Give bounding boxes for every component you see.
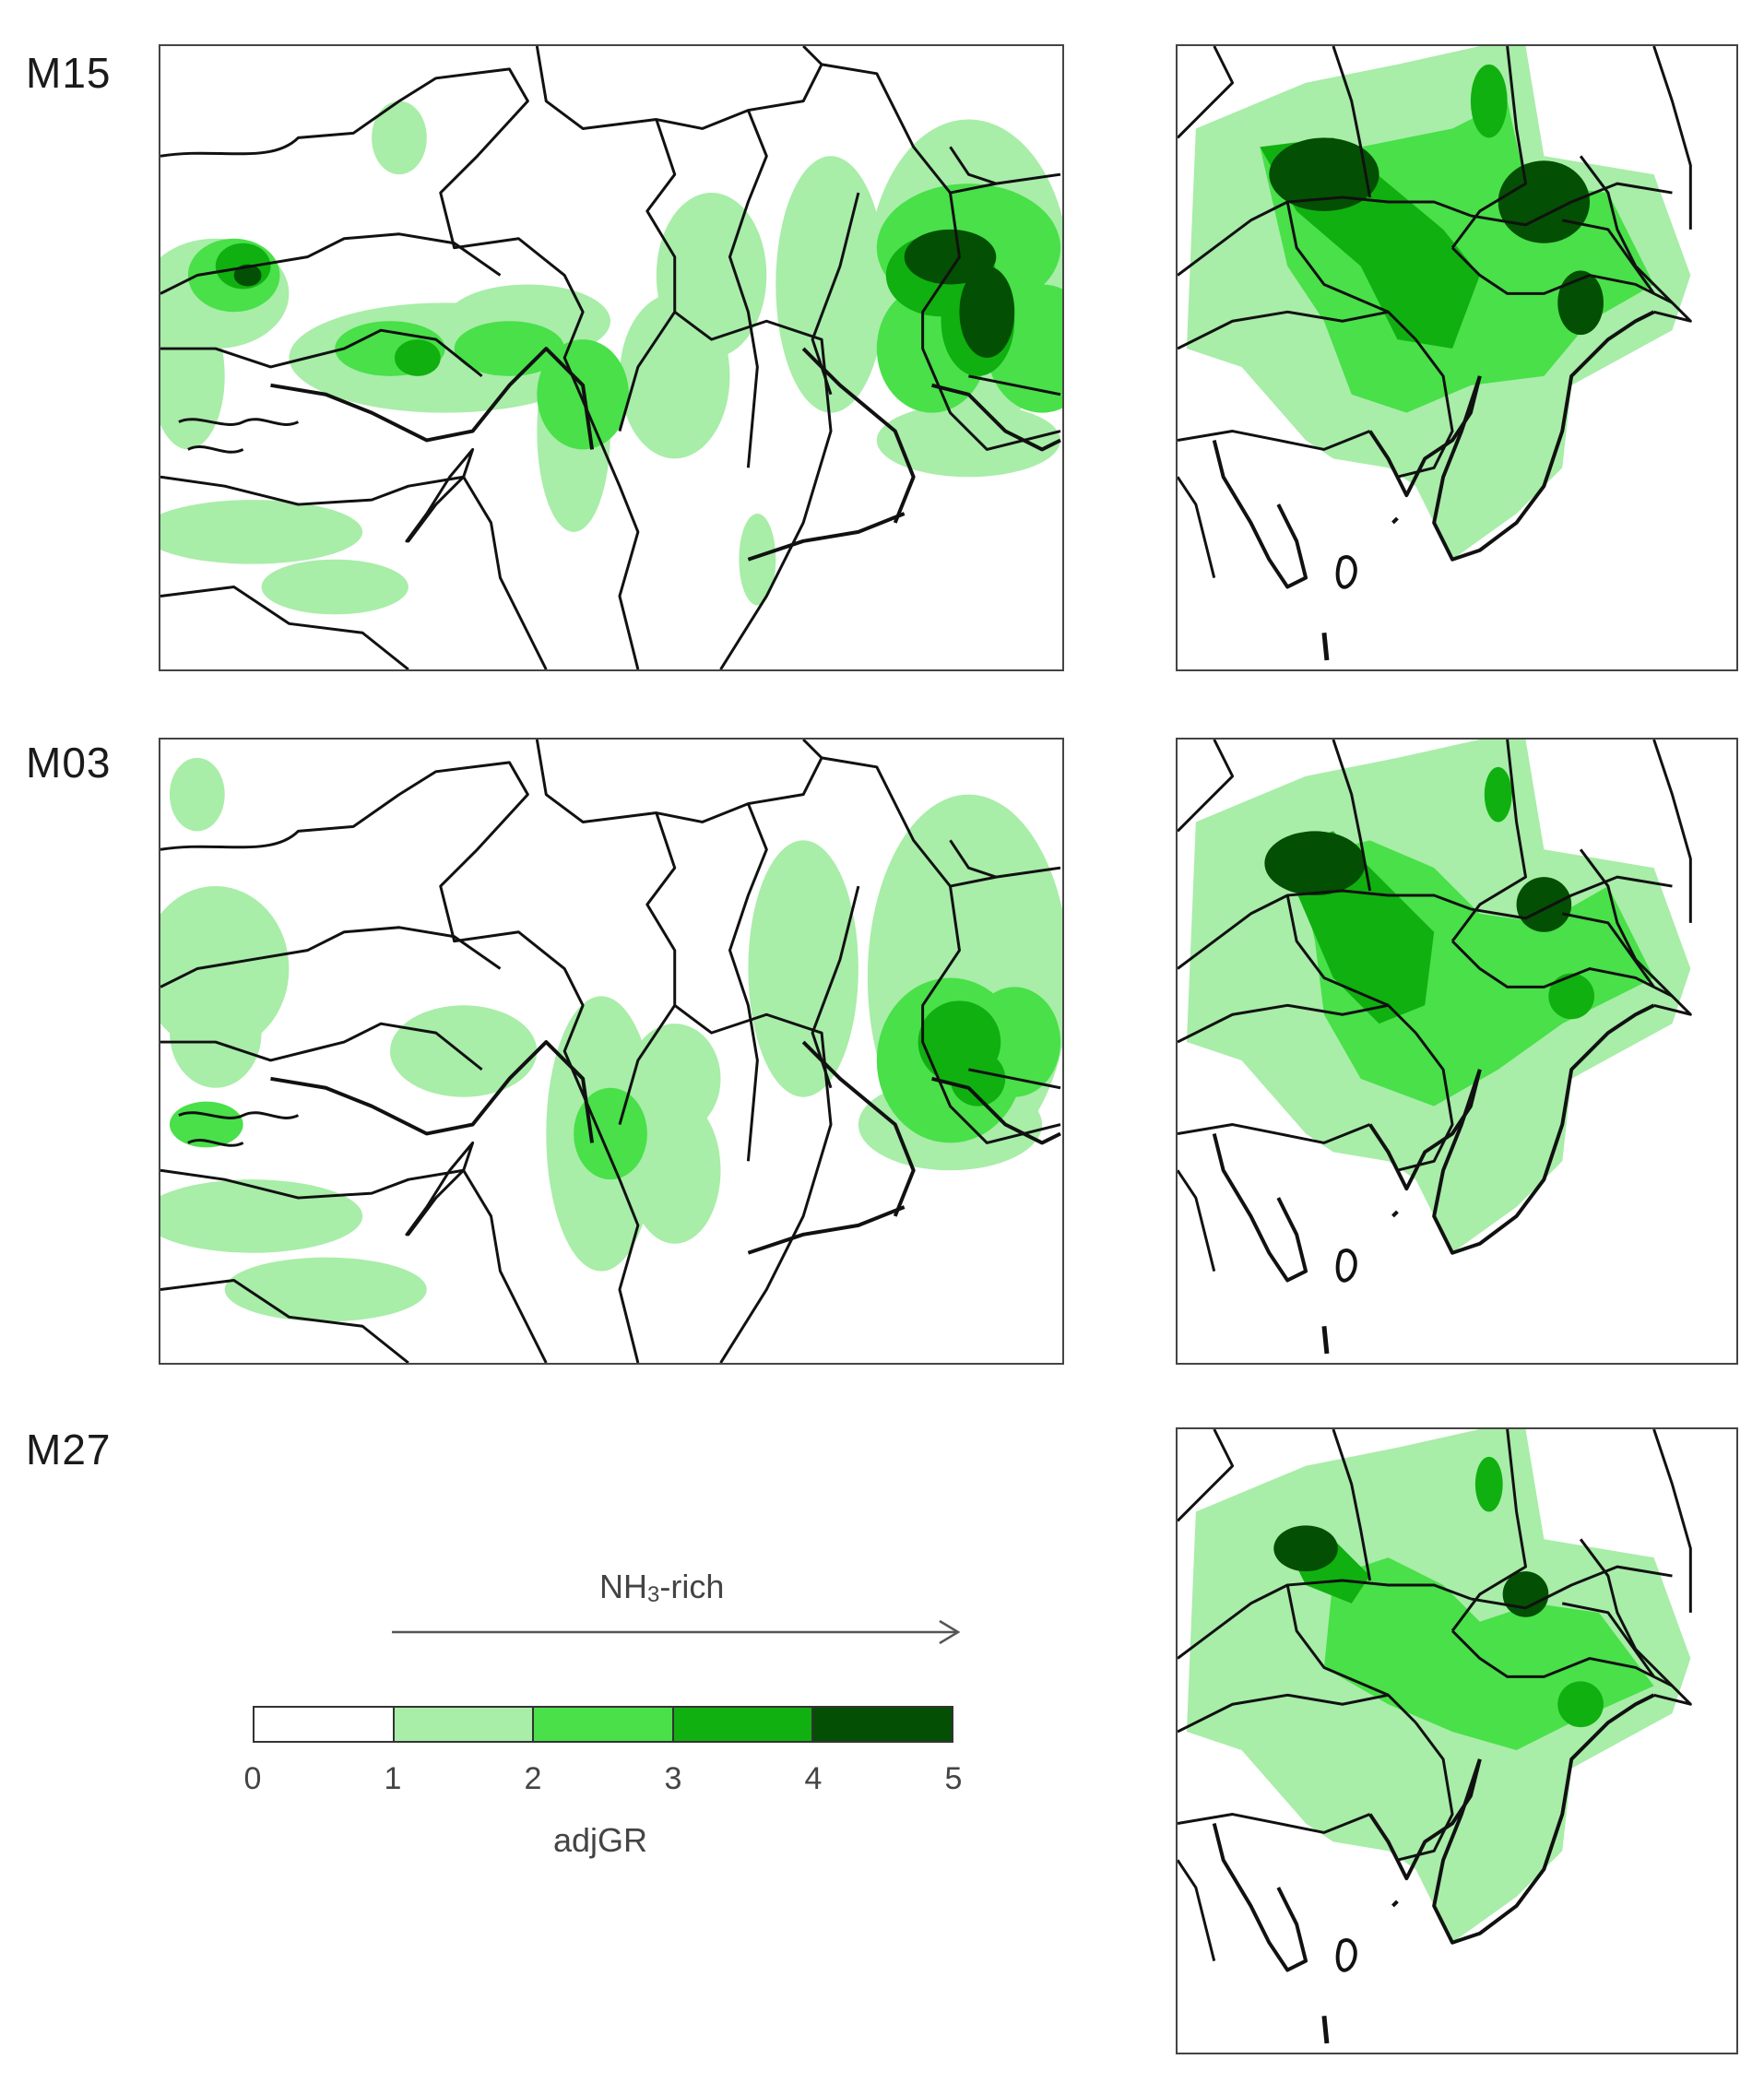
row-label-m27: M27 (26, 1426, 112, 1473)
legend-swatch (813, 1708, 952, 1741)
legend-swatch (394, 1708, 535, 1741)
legend-tick-label: 3 (664, 1761, 682, 1796)
legend-colorbar (253, 1706, 953, 1743)
color-legend: NH3-rich 0 1 2 3 4 5 adjGR (244, 1568, 987, 1872)
map-kansai-m15 (159, 44, 1064, 671)
legend-axis-label: adjGR (553, 1821, 648, 1859)
legend-tick-label: 1 (384, 1761, 402, 1796)
legend-tick-label: 4 (804, 1761, 823, 1796)
legend-tick-label: 2 (524, 1761, 542, 1796)
map-kanto-m03 (1176, 738, 1738, 1365)
legend-swatch (255, 1708, 395, 1741)
arrow-right-icon (392, 1619, 961, 1645)
legend-tick-label: 0 (243, 1761, 262, 1796)
legend-title: NH3-rich (599, 1568, 725, 1607)
map-kansai-m03 (159, 738, 1064, 1365)
map-kanto-m15 (1176, 44, 1738, 671)
legend-swatch (534, 1708, 674, 1741)
legend-tick-label: 5 (944, 1761, 963, 1796)
map-kanto-m27 (1176, 1427, 1738, 2054)
row-label-m03: M03 (26, 739, 112, 787)
row-label-m15: M15 (26, 49, 112, 97)
legend-swatch (673, 1708, 814, 1741)
